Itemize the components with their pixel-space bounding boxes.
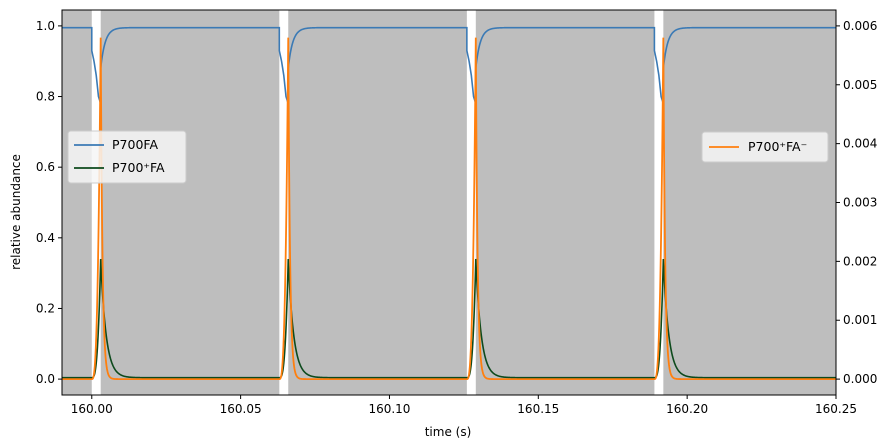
x-tick-label: 160.20 — [666, 402, 708, 416]
dark-period-2 — [288, 10, 467, 395]
y-left-tick-label: 0.2 — [36, 301, 55, 315]
x-axis: 160.00 160.05 160.10 160.15 160.20 160.25 — [71, 395, 857, 416]
legend-right: P700⁺FA⁻ — [701, 131, 829, 163]
x-tick-label: 160.00 — [71, 402, 113, 416]
y-right-tick-label: 0.002 — [843, 254, 877, 268]
y-right-tick-label: 0.006 — [843, 19, 877, 33]
legend-label-p700plus-fa: P700⁺FA — [112, 160, 165, 175]
dark-period-3 — [475, 10, 655, 395]
legend-label-p700plus-fa-minus: P700⁺FA⁻ — [748, 139, 807, 154]
series-line-p700plus-fa — [62, 258, 836, 379]
y-right-tick-label: 0.000 — [843, 372, 877, 386]
legend-right-box — [701, 131, 829, 163]
dark-period-4 — [663, 10, 836, 395]
y-axis-label: relative abundance — [9, 154, 23, 270]
legend-left-box — [67, 130, 187, 184]
x-tick-label: 160.05 — [220, 402, 262, 416]
dark-period-shading — [62, 10, 836, 395]
y-left-tick-label: 0.4 — [36, 231, 55, 245]
legend-left: P700FA P700⁺FA — [67, 130, 187, 184]
y-right-tick-label: 0.005 — [843, 78, 877, 92]
legend-label-p700fa: P700FA — [112, 137, 158, 152]
x-axis-label: time (s) — [425, 425, 472, 439]
y-axis-right: 0.000 0.001 0.002 0.003 0.004 0.005 0.006 — [836, 19, 877, 386]
y-axis-left: 0.0 0.2 0.4 0.6 0.8 1.0 — [36, 19, 62, 386]
series-line-p700plus-fa-minus — [62, 37, 836, 381]
series-line-p700fa — [62, 26, 836, 104]
dark-period-1 — [100, 10, 280, 395]
y-left-tick-label: 0.8 — [36, 90, 55, 104]
y-right-tick-label: 0.004 — [843, 137, 877, 151]
y-left-tick-label: 0.6 — [36, 160, 55, 174]
dark-period-0 — [62, 10, 92, 395]
series-layer — [62, 26, 836, 381]
y-right-tick-label: 0.001 — [843, 313, 877, 327]
y-left-tick-label: 0.0 — [36, 372, 55, 386]
y-left-tick-label: 1.0 — [36, 19, 55, 33]
x-tick-label: 160.25 — [815, 402, 857, 416]
y-right-tick-label: 0.003 — [843, 196, 877, 210]
x-tick-label: 160.15 — [517, 402, 559, 416]
x-tick-label: 160.10 — [368, 402, 410, 416]
